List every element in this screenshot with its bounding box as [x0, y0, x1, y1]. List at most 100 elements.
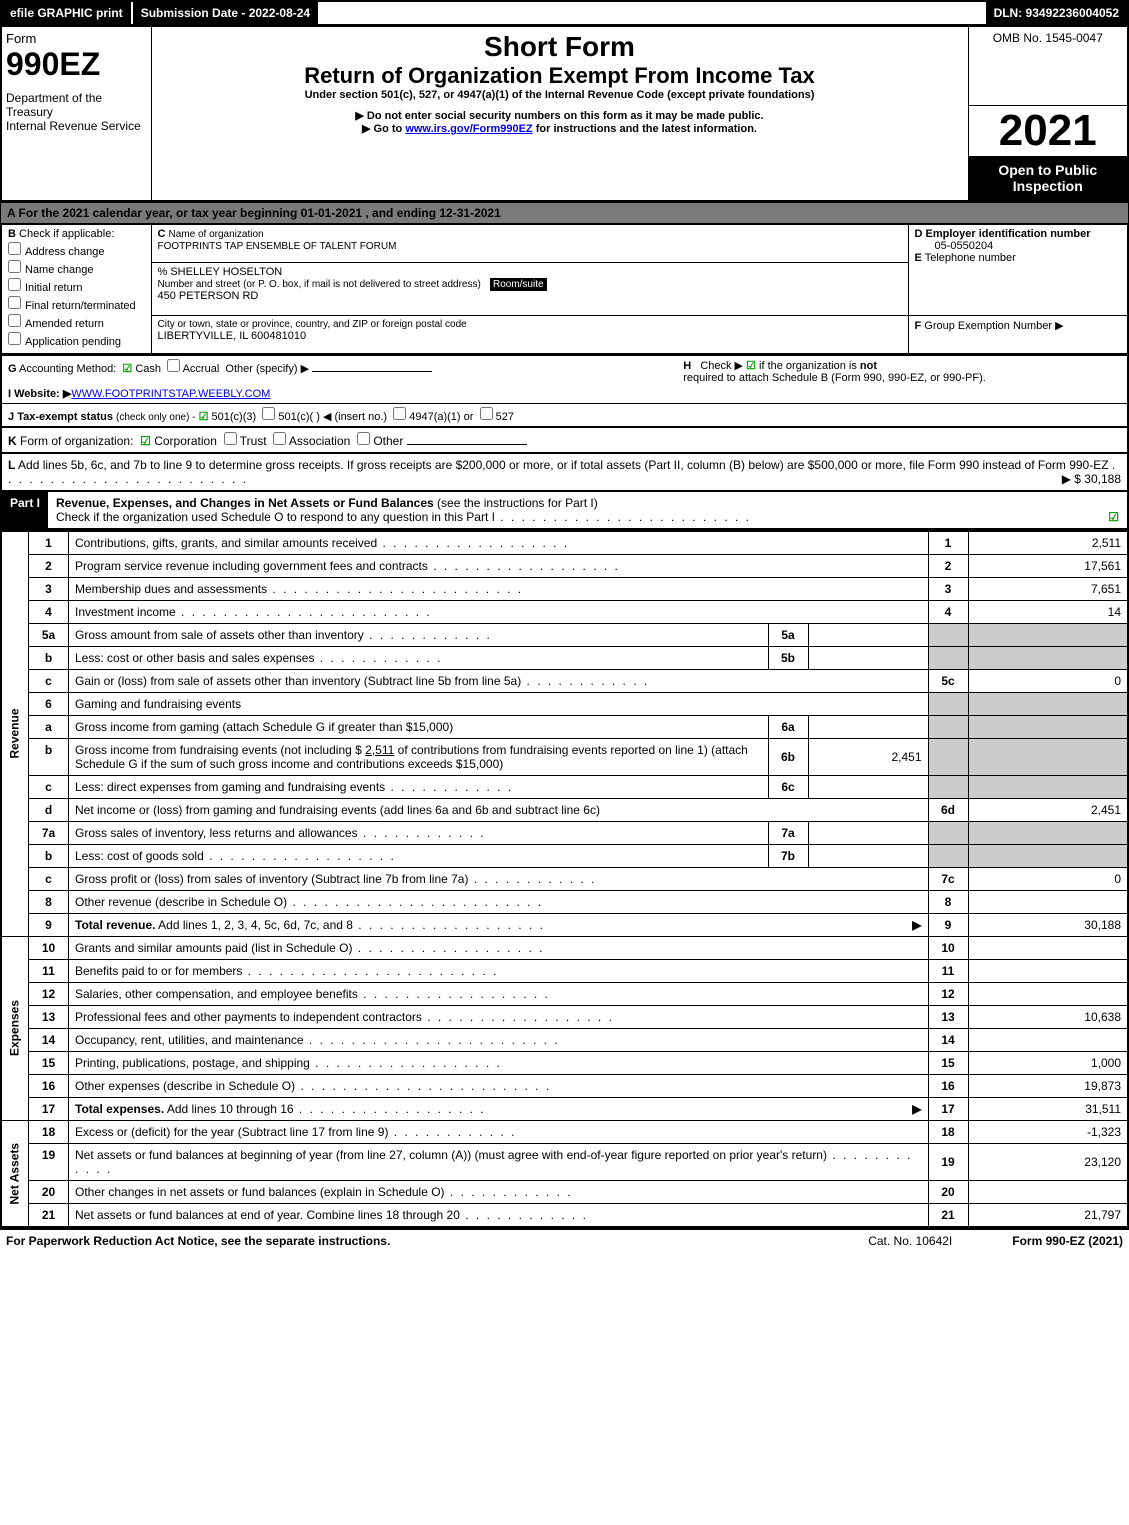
- line-7b-sub: 7b: [768, 844, 808, 867]
- checkbox-initial-return[interactable]: [8, 278, 21, 291]
- line-3-line: 3: [928, 577, 968, 600]
- assoc-checkbox[interactable]: [273, 432, 286, 445]
- line-13-desc: Professional fees and other payments to …: [75, 1010, 422, 1024]
- line-6b-shaded-val: [968, 738, 1128, 775]
- room-label: Room/suite: [490, 278, 547, 291]
- accounting-check-table: G Accounting Method: ☑ Cash Accrual Othe…: [0, 355, 1129, 428]
- line-7b-shaded-val: [968, 844, 1128, 867]
- line-7a-desc: Gross sales of inventory, less returns a…: [75, 826, 358, 840]
- line-12-num: 12: [29, 982, 69, 1005]
- checkbox-address-change[interactable]: [8, 242, 21, 255]
- part1-header-row: Part I Revenue, Expenses, and Changes in…: [0, 492, 1129, 530]
- 527-checkbox[interactable]: [480, 407, 493, 420]
- line-5b-desc: Less: cost or other basis and sales expe…: [75, 651, 314, 665]
- dept-treasury: Department of the Treasury Internal Reve…: [6, 91, 147, 133]
- line-13-num: 13: [29, 1005, 69, 1028]
- line-5a-shaded-val: [968, 623, 1128, 646]
- name-label: Name of organization: [169, 229, 264, 240]
- line-6b-sub: 6b: [768, 738, 808, 775]
- checkbox-pending[interactable]: [8, 332, 21, 345]
- line-9-num: 9: [29, 913, 69, 936]
- 501c-checkbox[interactable]: [262, 407, 275, 420]
- ssn-warning: ▶ Do not enter social security numbers o…: [156, 109, 964, 122]
- j-subtext: (check only one) -: [116, 412, 195, 423]
- line-6a-shaded-val: [968, 715, 1128, 738]
- line-15-desc: Printing, publications, postage, and shi…: [75, 1056, 310, 1070]
- line-11-num: 11: [29, 959, 69, 982]
- other-specify: Other (specify) ▶: [225, 363, 309, 375]
- section-c-label: C: [158, 228, 166, 240]
- line-3-val: 7,651: [968, 577, 1128, 600]
- line-6c-desc: Less: direct expenses from gaming and fu…: [75, 780, 385, 794]
- line-13-line: 13: [928, 1005, 968, 1028]
- line-17-line: 17: [928, 1097, 968, 1120]
- checkbox-list: Address change Name change Initial retur…: [8, 242, 145, 348]
- line-7a-sub: 7a: [768, 821, 808, 844]
- line-15-num: 15: [29, 1051, 69, 1074]
- website-url[interactable]: WWW.FOOTPRINTSTAP.WEEBLY.COM: [71, 388, 270, 400]
- line-5c-desc: Gain or (loss) from sale of assets other…: [75, 674, 521, 688]
- line-7a-shaded-val: [968, 821, 1128, 844]
- line-1-line: 1: [928, 531, 968, 555]
- line-6a-subval: [808, 715, 928, 738]
- group-exemption: Group Exemption Number ▶: [924, 320, 1063, 332]
- line-4-num: 4: [29, 600, 69, 623]
- trust-checkbox[interactable]: [224, 432, 237, 445]
- checkbox-name-change[interactable]: [8, 260, 21, 273]
- line-1-num: 1: [29, 531, 69, 555]
- line-6a-shaded: [928, 715, 968, 738]
- irs-link[interactable]: www.irs.gov/Form990EZ: [405, 123, 532, 135]
- l-amount: ▶ $ 30,188: [1062, 472, 1121, 486]
- section-g-label: G: [8, 363, 17, 375]
- corp-check-icon: ☑: [140, 434, 151, 448]
- section-a-tax-year: A For the 2021 calendar year, or tax yea…: [0, 202, 1129, 224]
- line-5c-line: 5c: [928, 669, 968, 692]
- section-k-label: K: [8, 434, 17, 448]
- section-l-label: L: [8, 458, 15, 472]
- line-6-desc: Gaming and fundraising events: [69, 692, 929, 715]
- form-org-label: Form of organization:: [20, 434, 133, 448]
- line-5c-val: 0: [968, 669, 1128, 692]
- line-4-line: 4: [928, 600, 968, 623]
- checkbox-final-return[interactable]: [8, 296, 21, 309]
- line-6d-num: d: [29, 798, 69, 821]
- line-5b-shaded: [928, 646, 968, 669]
- 4947-checkbox[interactable]: [393, 407, 406, 420]
- part1-check-text: Check if the organization used Schedule …: [56, 510, 495, 524]
- open-public-badge: Open to Public Inspection: [969, 156, 1128, 200]
- accrual-checkbox[interactable]: [167, 359, 180, 372]
- line-6b-subval: 2,451: [808, 738, 928, 775]
- line-7a-shaded: [928, 821, 968, 844]
- h-not: not: [860, 360, 877, 372]
- efile-label[interactable]: efile GRAPHIC print: [2, 2, 131, 24]
- checkbox-amended[interactable]: [8, 314, 21, 327]
- line-7c-desc: Gross profit or (loss) from sales of inv…: [75, 872, 468, 886]
- line-12-desc: Salaries, other compensation, and employ…: [75, 987, 358, 1001]
- other-org-checkbox[interactable]: [357, 432, 370, 445]
- cash-check-icon: ☑: [122, 363, 132, 375]
- line-19-line: 19: [928, 1143, 968, 1180]
- line-18-val: -1,323: [968, 1120, 1128, 1143]
- form-header: Form 990EZ Department of the Treasury In…: [0, 26, 1129, 202]
- line-19-desc: Net assets or fund balances at beginning…: [75, 1148, 827, 1162]
- line-5b-subval: [808, 646, 928, 669]
- l-text: Add lines 5b, 6c, and 7b to line 9 to de…: [18, 458, 1109, 472]
- line-5b-sub: 5b: [768, 646, 808, 669]
- org-name: FOOTPRINTS TAP ENSEMBLE OF TALENT FORUM: [158, 241, 397, 252]
- line-14-desc: Occupancy, rent, utilities, and maintena…: [75, 1033, 304, 1047]
- line-6-shaded: [928, 692, 968, 715]
- line-8-line: 8: [928, 890, 968, 913]
- line-5c-num: c: [29, 669, 69, 692]
- line-6d-val: 2,451: [968, 798, 1128, 821]
- line-6b-amount: 2,511: [365, 743, 394, 757]
- line-16-desc: Other expenses (describe in Schedule O): [75, 1079, 295, 1093]
- part1-title: Revenue, Expenses, and Changes in Net As…: [56, 496, 434, 510]
- assoc-label: Association: [289, 434, 350, 448]
- line-14-line: 14: [928, 1028, 968, 1051]
- tax-year: 2021: [969, 106, 1128, 156]
- line-9-desc2: Add lines 1, 2, 3, 4, 5c, 6d, 7c, and 8: [155, 918, 352, 932]
- line-5a-desc: Gross amount from sale of assets other t…: [75, 628, 364, 642]
- other-org-label: Other: [373, 434, 403, 448]
- footer-row: For Paperwork Reduction Act Notice, see …: [0, 1228, 1129, 1252]
- h-check-icon: ☑: [746, 360, 756, 372]
